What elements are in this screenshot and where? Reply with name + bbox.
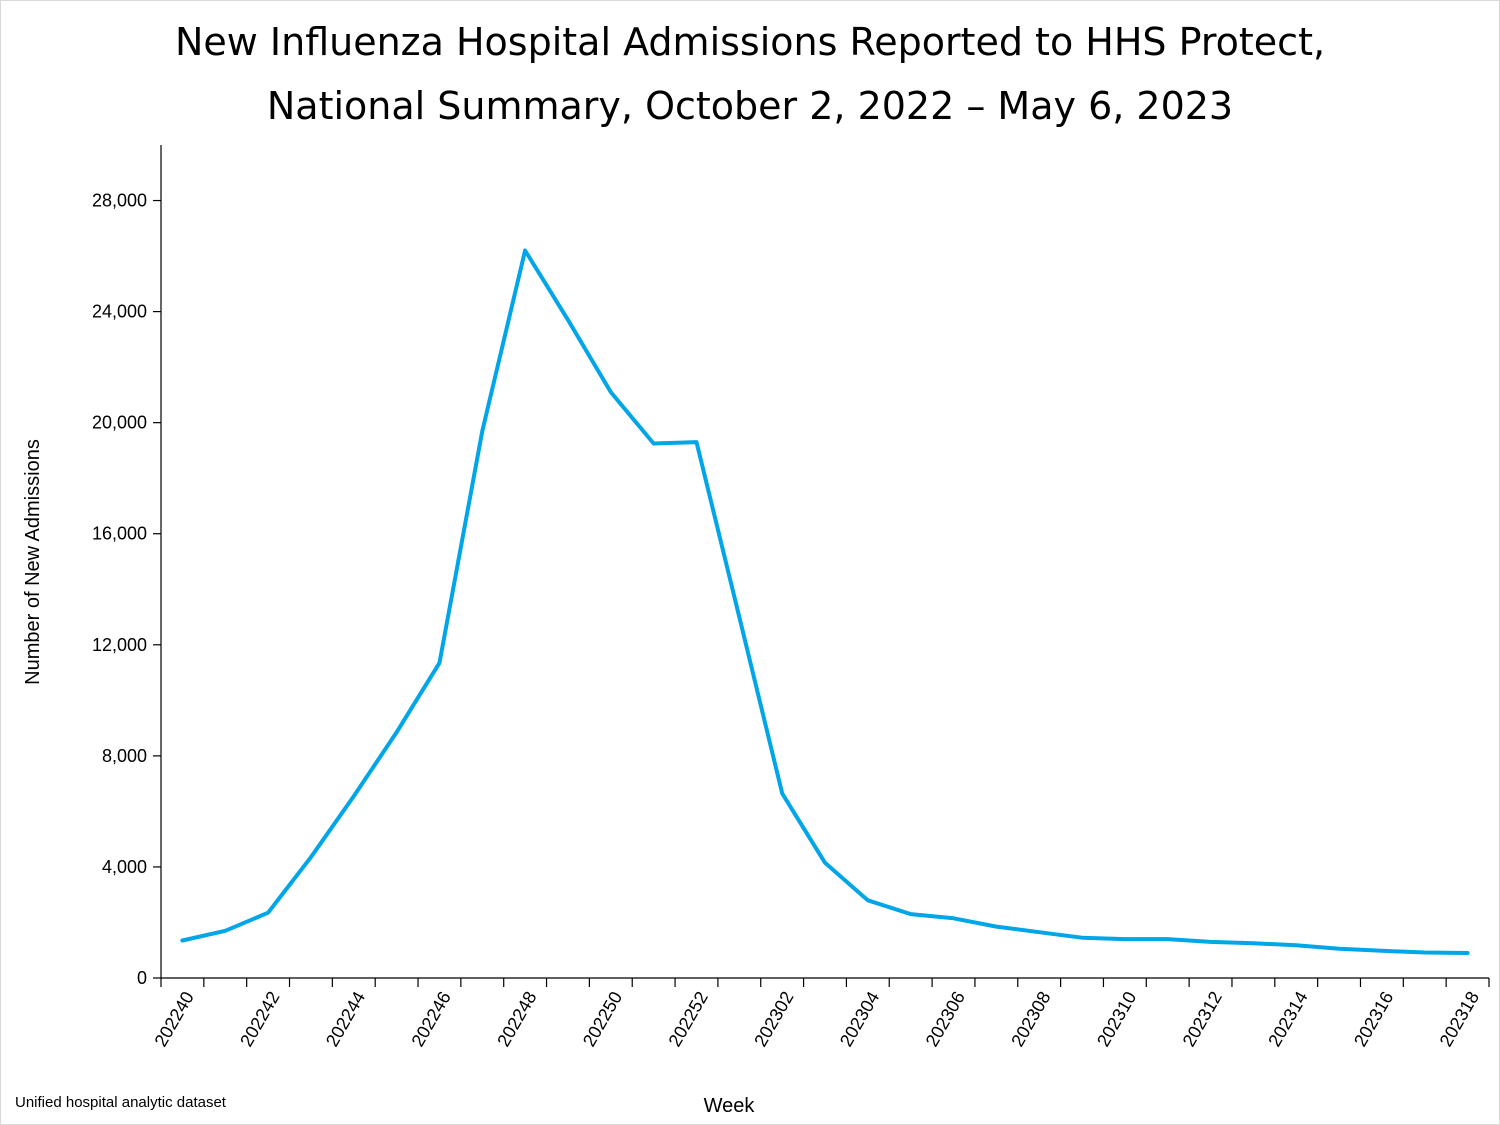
x-tick-label: 202244 (322, 988, 369, 1050)
x-tick-label: 202302 (750, 988, 797, 1050)
x-tick-label: 202308 (1007, 988, 1054, 1050)
chart-title-line-2: National Summary, October 2, 2022 – May … (266, 84, 1234, 128)
x-axis-ticks: 202240 202242 202244 202246 202248 202250 2022… (151, 978, 1490, 1050)
x-tick-label: 202246 (408, 988, 455, 1050)
y-tick-label: 4,000 (102, 857, 147, 877)
series-line (180, 248, 1470, 955)
x-tick-label: 202242 (236, 988, 283, 1050)
chart-title-line-1: New Influenza Hospital Admissions Report… (174, 20, 1326, 64)
x-tick-label: 202310 (1093, 988, 1140, 1050)
chart-axes (160, 145, 1489, 979)
y-tick-label: 8,000 (102, 746, 147, 766)
chart-title: New Influenza Hospital Admissions Report… (0, 10, 1500, 138)
chart-series (180, 248, 1470, 955)
x-tick-label: 202318 (1436, 988, 1483, 1050)
y-axis-ticks: 0 4,000 8,000 12,000 16,000 20,000 24,000 28,00… (92, 191, 161, 988)
x-axis-label: Week (704, 1095, 756, 1117)
x-tick-label: 202248 (493, 988, 540, 1050)
x-tick-label: 202252 (665, 988, 712, 1050)
y-tick-label: 16,000 (92, 524, 147, 544)
x-tick-label: 202240 (151, 988, 198, 1050)
y-tick-label: 20,000 (92, 413, 147, 433)
y-axis-label: Number of New Admissions (22, 439, 44, 685)
x-tick-label: 202316 (1350, 988, 1397, 1050)
y-tick-label: 0 (137, 968, 147, 988)
x-tick-label: 202314 (1264, 988, 1311, 1050)
source-note: Unified hospital analytic dataset (15, 1094, 226, 1111)
y-tick-label: 28,000 (92, 191, 147, 211)
y-tick-label: 12,000 (92, 635, 147, 655)
x-tick-label: 202306 (922, 988, 969, 1050)
x-tick-label: 202250 (579, 988, 626, 1050)
x-tick-label: 202312 (1179, 988, 1226, 1050)
y-tick-label: 24,000 (92, 302, 147, 322)
x-tick-label: 202304 (836, 988, 883, 1050)
